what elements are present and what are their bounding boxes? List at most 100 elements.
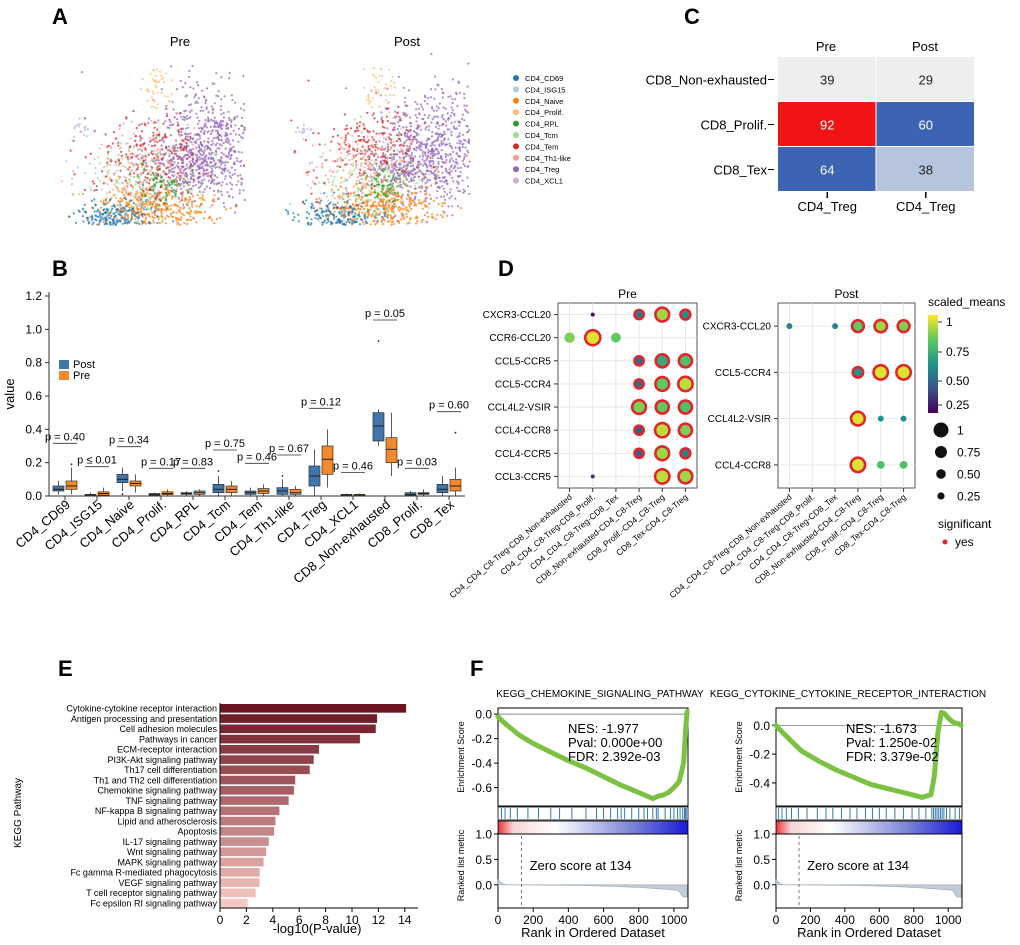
bar-category-label: TNF signaling pathway <box>125 796 217 806</box>
umap-point <box>357 134 360 138</box>
umap-point <box>375 92 378 95</box>
umap-point <box>121 198 124 201</box>
bar-category-label: Apoptosis <box>177 827 217 837</box>
interaction-dot <box>654 352 671 369</box>
umap-point <box>377 180 380 184</box>
umap-point <box>180 212 184 215</box>
umap-point <box>457 80 460 83</box>
umap-point <box>155 174 158 177</box>
umap-point <box>369 204 372 207</box>
umap-point <box>360 165 363 168</box>
umap-point <box>212 107 215 110</box>
umap-point <box>374 172 377 176</box>
umap-point <box>330 190 333 193</box>
umap-point <box>152 189 155 192</box>
umap-point <box>155 154 158 157</box>
umap-point <box>139 204 142 207</box>
bar <box>220 775 296 785</box>
umap-point <box>221 172 224 175</box>
umap-point <box>401 200 404 203</box>
umap-point <box>242 109 245 112</box>
umap-point <box>240 151 243 154</box>
umap-point <box>363 217 366 220</box>
heatmap-cell <box>778 57 876 101</box>
umap-point <box>105 208 108 211</box>
umap-point <box>173 191 176 194</box>
umap-point <box>223 205 226 208</box>
umap-point <box>400 127 403 130</box>
umap-point <box>114 137 117 140</box>
umap-point <box>94 166 97 170</box>
umap-point <box>410 152 413 155</box>
colorbar-tick-label: 1 <box>946 315 953 329</box>
umap-point <box>140 203 143 206</box>
bar <box>220 816 276 826</box>
umap-point <box>370 177 373 180</box>
umap-point <box>233 162 236 166</box>
umap-point <box>174 195 177 198</box>
umap-point <box>230 121 233 124</box>
umap-point <box>453 112 456 115</box>
umap-point <box>104 219 107 223</box>
outlier <box>217 470 220 472</box>
umap-point <box>120 154 123 157</box>
umap-point <box>402 217 405 220</box>
umap-point <box>348 152 351 155</box>
umap-point <box>128 206 131 209</box>
umap-point <box>307 170 310 173</box>
umap-point <box>99 214 102 217</box>
umap-point <box>147 165 150 168</box>
umap-point <box>215 121 219 124</box>
umap-point <box>192 87 195 90</box>
umap-point <box>463 190 466 193</box>
umap-point <box>114 215 117 218</box>
umap-point <box>160 181 163 184</box>
umap-point <box>418 125 421 128</box>
umap-point <box>359 198 362 201</box>
umap-point <box>93 198 96 201</box>
nes-label: NES: -1.977 <box>568 721 639 736</box>
umap-point <box>431 213 434 216</box>
umap-point <box>387 204 390 207</box>
umap-point <box>241 178 244 181</box>
umap-point <box>345 124 348 127</box>
umap-point <box>119 169 122 172</box>
umap-point <box>175 211 178 214</box>
umap-point <box>440 165 443 168</box>
umap-point <box>377 156 380 159</box>
umap-point <box>335 215 338 218</box>
umap-point <box>90 199 93 202</box>
umap-point <box>169 163 172 166</box>
umap-point <box>191 147 194 150</box>
umap-point <box>132 205 135 208</box>
umap-point <box>316 217 319 220</box>
umap-point <box>365 221 369 224</box>
umap-point <box>347 132 350 135</box>
umap-point <box>312 132 315 135</box>
umap-point <box>388 157 391 160</box>
umap-point <box>153 105 156 108</box>
umap-point <box>242 132 245 135</box>
umap-point <box>425 205 428 208</box>
umap-point <box>403 170 406 173</box>
umap-point <box>392 205 395 208</box>
umap-point <box>419 163 423 166</box>
umap-point <box>172 157 175 161</box>
umap-point <box>319 155 322 158</box>
umap-point <box>459 175 462 178</box>
umap-point <box>340 137 343 140</box>
umap-point <box>352 153 355 157</box>
umap-point <box>184 137 187 140</box>
umap-point <box>94 203 97 206</box>
umap-point <box>399 157 402 160</box>
umap-point <box>187 218 190 221</box>
umap-point <box>189 135 192 138</box>
umap-point <box>153 100 157 103</box>
metric-tick-label: 0.5 <box>475 853 492 867</box>
umap-point <box>358 172 361 175</box>
umap-point <box>149 185 152 188</box>
umap-point <box>210 182 213 185</box>
umap-point <box>417 140 420 143</box>
umap-point <box>382 152 385 155</box>
umap-point <box>150 152 153 155</box>
